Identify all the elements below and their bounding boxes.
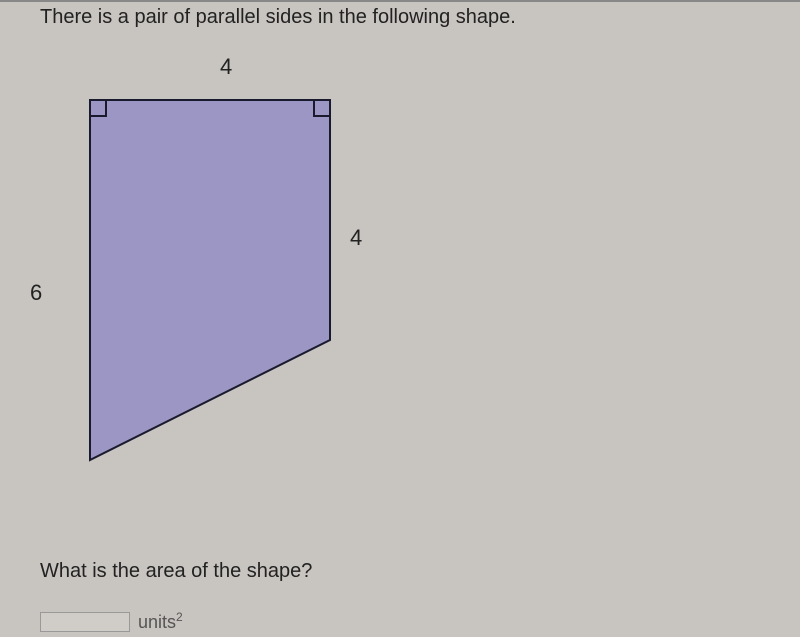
label-top-width: 4 xyxy=(220,54,232,80)
units-exponent: 2 xyxy=(176,610,183,624)
label-right-height: 4 xyxy=(350,225,362,251)
answer-input-box[interactable] xyxy=(40,612,130,632)
question-prompt: There is a pair of parallel sides in the… xyxy=(40,6,516,29)
trapezoid-shape xyxy=(30,50,410,530)
area-question: What is the area of the shape? xyxy=(40,560,312,583)
label-left-height: 6 xyxy=(30,280,42,306)
units-label: units2 xyxy=(138,610,183,633)
units-text: units xyxy=(138,612,176,632)
top-border-line xyxy=(0,0,800,2)
answer-area: units2 xyxy=(40,610,183,633)
diagram-container: 4 4 6 xyxy=(30,50,410,530)
